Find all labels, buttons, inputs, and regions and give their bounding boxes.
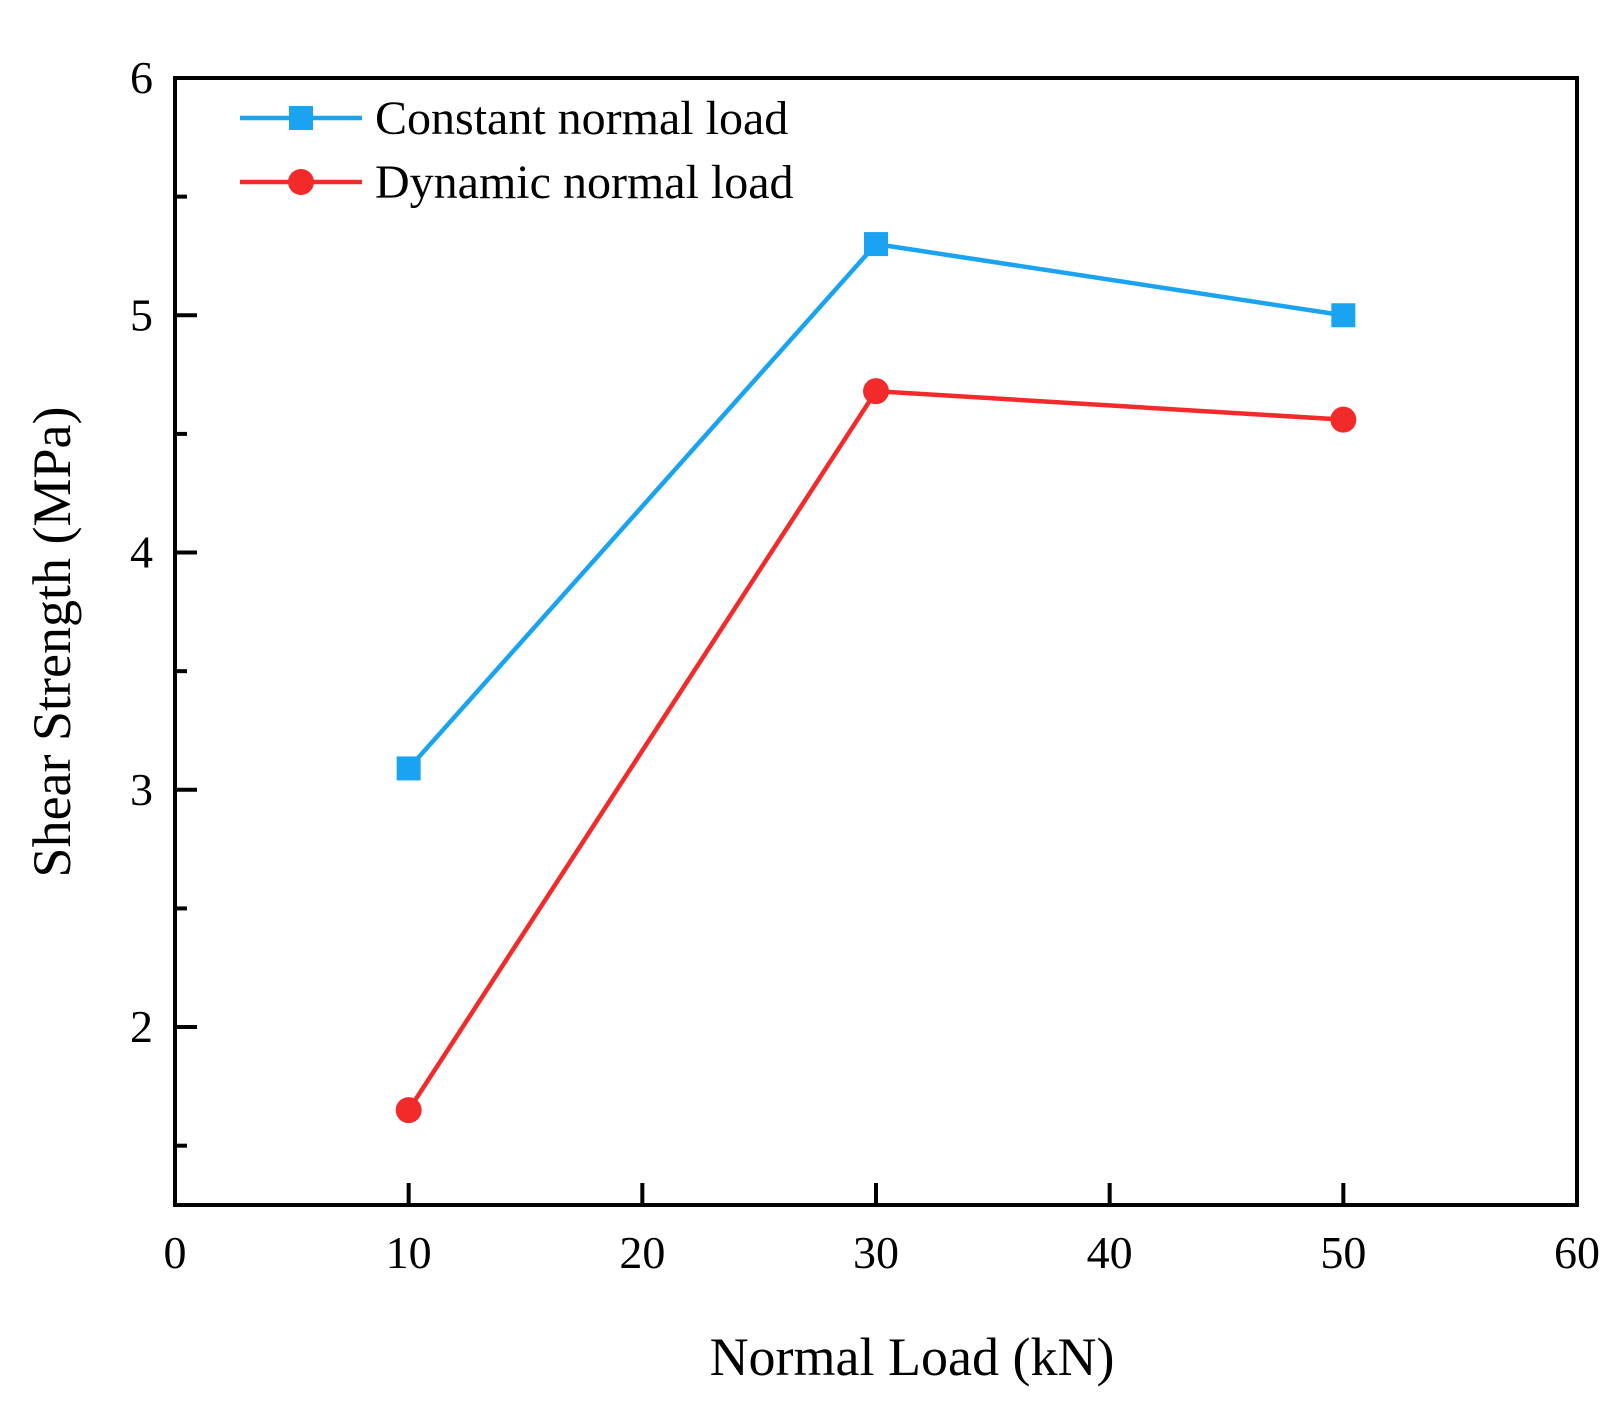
x-tick-label: 60 — [1554, 1227, 1600, 1278]
data-point — [863, 378, 889, 405]
y-tick-label: 3 — [130, 764, 153, 815]
x-tick-label: 30 — [853, 1227, 899, 1278]
data-point — [864, 232, 888, 257]
y-axis-title: Shear Strength (MPa) — [22, 407, 82, 878]
y-tick-label: 6 — [130, 52, 153, 103]
legend: Constant normal load Dynamic normal load — [240, 92, 794, 209]
x-tick-label: 20 — [619, 1227, 665, 1278]
y-tick-label: 5 — [130, 289, 153, 340]
data-point — [395, 1097, 422, 1124]
x-tick-label: 50 — [1320, 1227, 1366, 1278]
axes: 0 10 20 30 40 50 60 2 3 4 5 6 — [130, 52, 1600, 1278]
x-tick-label: 0 — [164, 1227, 187, 1278]
legend-label-1: Constant normal load — [375, 92, 788, 145]
data-point — [396, 756, 421, 781]
legend-label-2: Dynamic normal load — [375, 156, 794, 209]
x-axis-title: Normal Load (kN) — [710, 1327, 1115, 1387]
data-point — [1331, 303, 1356, 328]
data-point — [1330, 406, 1357, 433]
y-tick-label: 2 — [130, 1001, 153, 1052]
legend-marker-1 — [289, 106, 313, 130]
series-line-2 — [406, 388, 1344, 1112]
series-line-1 — [406, 241, 1344, 770]
legend-marker-2 — [288, 169, 314, 195]
x-tick-label: 10 — [386, 1227, 432, 1278]
series-layer — [395, 232, 1357, 1124]
y-tick-label: 4 — [130, 527, 153, 578]
x-tick-label: 40 — [1087, 1227, 1133, 1278]
